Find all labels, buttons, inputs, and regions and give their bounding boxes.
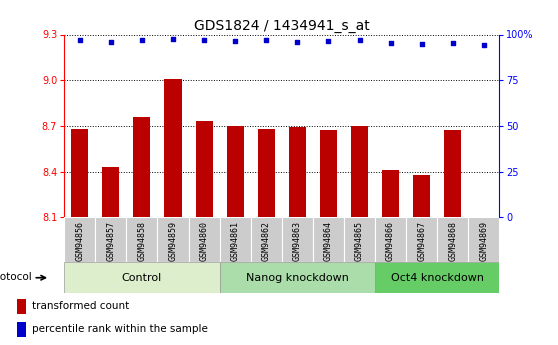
Bar: [351, 126, 368, 217]
FancyBboxPatch shape: [64, 262, 220, 293]
Point: [324, 38, 333, 44]
Text: GSM94867: GSM94867: [417, 221, 426, 261]
Text: Oct4 knockdown: Oct4 knockdown: [391, 273, 484, 283]
Point: [262, 37, 271, 43]
Bar: [17, 322, 26, 337]
FancyBboxPatch shape: [157, 217, 189, 262]
Text: GSM94864: GSM94864: [324, 221, 333, 261]
Text: GSM94863: GSM94863: [293, 221, 302, 261]
Point: [200, 37, 209, 43]
Text: Nanog knockdown: Nanog knockdown: [246, 273, 349, 283]
Point: [75, 37, 84, 43]
Bar: [444, 130, 461, 217]
Text: GSM94865: GSM94865: [355, 221, 364, 261]
Point: [230, 38, 239, 44]
FancyBboxPatch shape: [220, 262, 375, 293]
FancyBboxPatch shape: [95, 217, 126, 262]
Point: [137, 37, 146, 43]
Point: [417, 41, 426, 46]
FancyBboxPatch shape: [64, 217, 95, 262]
FancyBboxPatch shape: [126, 217, 157, 262]
Text: GSM94859: GSM94859: [169, 221, 177, 261]
Bar: [227, 126, 244, 217]
Text: GSM94858: GSM94858: [137, 221, 146, 261]
Bar: [258, 129, 275, 217]
Bar: [320, 130, 337, 217]
Title: GDS1824 / 1434941_s_at: GDS1824 / 1434941_s_at: [194, 19, 369, 33]
FancyBboxPatch shape: [282, 217, 313, 262]
Text: protocol: protocol: [0, 272, 32, 282]
Text: GSM94856: GSM94856: [75, 221, 84, 261]
FancyBboxPatch shape: [344, 217, 375, 262]
FancyBboxPatch shape: [220, 217, 251, 262]
Point: [169, 36, 177, 42]
Text: GSM94860: GSM94860: [200, 221, 209, 261]
FancyBboxPatch shape: [437, 217, 468, 262]
FancyBboxPatch shape: [406, 217, 437, 262]
Bar: [102, 167, 119, 217]
Point: [386, 40, 395, 46]
Text: GSM94862: GSM94862: [262, 221, 271, 261]
Bar: [413, 175, 430, 217]
Text: GSM94869: GSM94869: [479, 221, 488, 261]
FancyBboxPatch shape: [375, 217, 406, 262]
Text: percentile rank within the sample: percentile rank within the sample: [32, 325, 208, 334]
Bar: [289, 127, 306, 217]
FancyBboxPatch shape: [313, 217, 344, 262]
Text: GSM94857: GSM94857: [107, 221, 116, 261]
Text: GSM94866: GSM94866: [386, 221, 395, 261]
Bar: [71, 129, 88, 217]
Point: [479, 42, 488, 47]
Text: GSM94861: GSM94861: [230, 221, 239, 261]
FancyBboxPatch shape: [468, 217, 499, 262]
Text: transformed count: transformed count: [32, 301, 129, 311]
Bar: [133, 117, 151, 217]
Text: Control: Control: [122, 273, 162, 283]
Bar: [195, 121, 213, 217]
Point: [107, 39, 116, 45]
Point: [448, 40, 457, 46]
FancyBboxPatch shape: [375, 262, 499, 293]
FancyBboxPatch shape: [189, 217, 220, 262]
FancyBboxPatch shape: [251, 217, 282, 262]
Bar: [165, 79, 181, 217]
Text: GSM94868: GSM94868: [448, 221, 457, 261]
Bar: [382, 170, 399, 217]
Point: [355, 37, 364, 43]
Bar: [17, 299, 26, 314]
Point: [293, 39, 302, 45]
